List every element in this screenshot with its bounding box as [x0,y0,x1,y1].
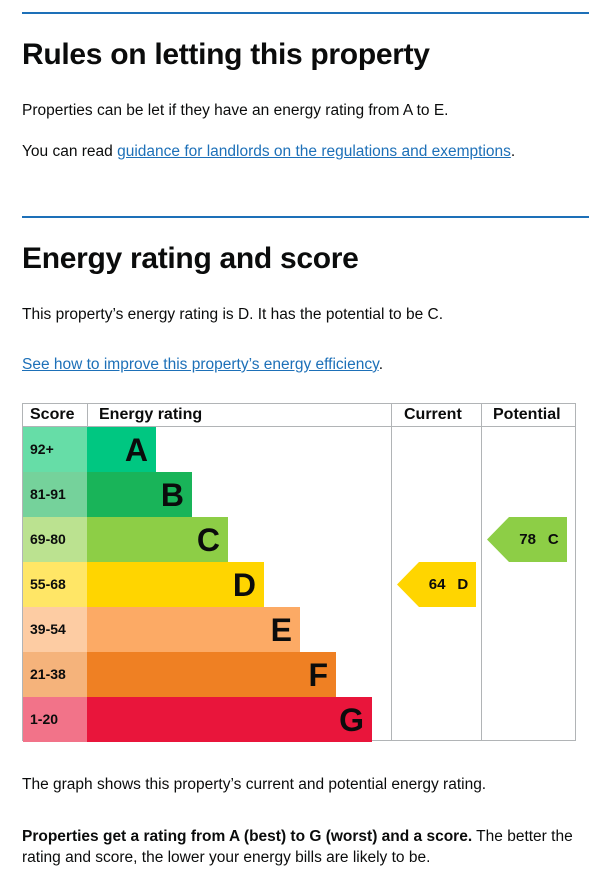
current-rating-arrow: 64 D [397,562,476,607]
divider-current [391,404,392,740]
section-divider-energy [22,216,589,218]
header-divider [23,426,575,427]
guidance-prefix: You can read [22,143,118,160]
score-range-e: 39-54 [23,607,87,652]
section-divider-top [22,12,589,14]
energy-rating-chart: Score Energy rating Current Potential 92… [22,403,576,742]
rating-explanation-bold: Properties get a rating from A (best) to… [22,828,473,845]
header-score: Score [30,406,75,423]
rating-band-g: G [87,697,372,742]
rating-band-letter: D [232,567,256,603]
rating-band-d: D [87,562,264,607]
rating-band-letter: F [308,657,328,693]
header-current: Current [404,406,462,423]
rating-band-f: F [87,652,336,697]
rating-band-a: A [87,427,156,472]
score-range-d: 55-68 [23,562,87,607]
score-range-f: 21-38 [23,652,87,697]
current-rating-arrow-label: 64 D [428,576,469,593]
potential-rating-arrow: 78 C [487,517,567,562]
potential-rating-arrow-label: 78 C [519,531,559,548]
guidance-suffix: . [510,143,516,160]
improve-efficiency-link[interactable]: See how to improve this property’s energ… [22,356,379,373]
rating-band-letter: E [270,612,292,648]
header-energy-rating: Energy rating [99,406,203,423]
energy-heading: Energy rating and score [22,242,359,275]
rating-band-e: E [87,607,300,652]
rating-band-letter: G [339,702,364,738]
graph-caption: The graph shows this property’s current … [22,776,487,793]
rating-band-letter: A [124,432,148,468]
rules-text: Properties can be let if they have an en… [22,102,449,119]
rating-band-letter: B [160,477,184,513]
rating-band-letter: C [196,522,220,558]
score-range-g: 1-20 [23,697,87,742]
rating-band-c: C [87,517,228,562]
rating-band-b: B [87,472,192,517]
rating-explanation: Properties get a rating from A (best) to… [22,826,582,868]
improve-suffix: . [378,356,383,373]
guidance-link[interactable]: guidance for landlords on the regulation… [117,143,511,160]
header-potential: Potential [493,406,561,423]
divider-score [87,404,88,426]
energy-rating-text: This property’s energy rating is D. It h… [22,306,444,323]
score-range-b: 81-91 [23,472,87,517]
rules-guidance-text: You can read guidance for landlords on t… [22,142,592,162]
rating-explanation-rest: The better the rating and score, the low… [22,828,573,866]
score-range-a: 92+ [23,427,87,472]
score-range-c: 69-80 [23,517,87,562]
rules-heading: Rules on letting this property [22,38,430,71]
energy-improve-text: See how to improve this property’s energ… [22,355,592,375]
divider-potential [481,404,482,740]
